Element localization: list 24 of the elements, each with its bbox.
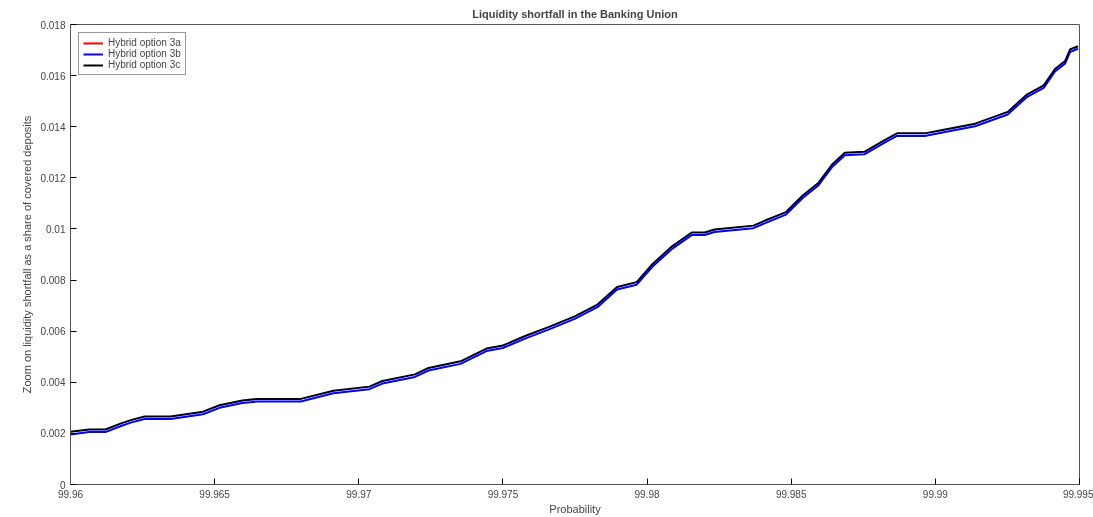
chart-title: Liquidity shortfall in the Banking Union	[472, 7, 678, 20]
x-tick-label: 99.99	[922, 488, 949, 500]
y-tick-label: 0.012	[40, 172, 66, 184]
y-tick-label: 0.004	[40, 377, 66, 389]
legend-label: Hybrid option 3b	[108, 48, 181, 59]
x-tick-label: 99.98	[634, 488, 661, 500]
y-tick-label: 0.018	[40, 19, 66, 31]
y-tick-label: 0.014	[40, 121, 66, 133]
x-tick-label: 99.965	[199, 488, 231, 500]
x-tick-label: 99.975	[487, 488, 519, 500]
x-axis-title: Probability	[549, 502, 602, 515]
y-tick-label: 0.01	[46, 223, 66, 235]
legend-label: Hybrid option 3c	[108, 59, 181, 70]
legend-label: Hybrid option 3a	[108, 37, 181, 48]
x-tick-label: 99.97	[346, 488, 372, 500]
x-tick-label: 99.985	[775, 488, 807, 500]
y-tick-label: 0.006	[40, 326, 66, 338]
x-tick-label: 99.96	[57, 488, 84, 500]
y-tick-label: 0	[59, 479, 66, 491]
y-tick-label: 0.016	[40, 70, 66, 82]
y-tick-label: 0.002	[40, 428, 66, 440]
y-tick-label: 0.008	[40, 275, 66, 287]
x-tick-label: 99.995	[1062, 488, 1093, 500]
y-axis-title: Zoom on liquidity shortfall as a share of covered deposits	[21, 115, 34, 394]
